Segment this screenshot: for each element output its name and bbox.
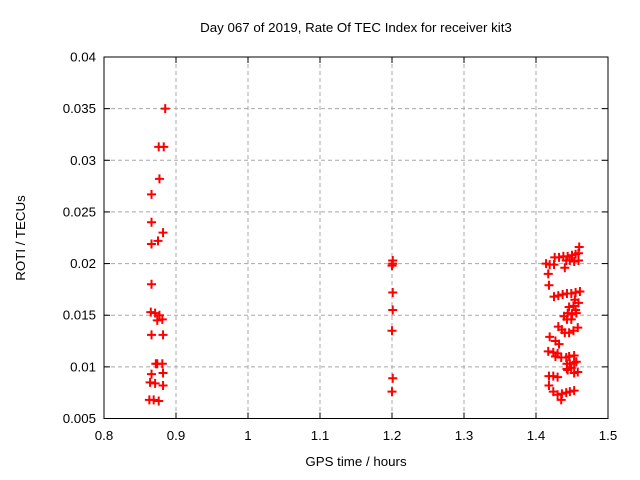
y-tick-label: 0.005 [63,411,96,426]
plot-border [103,56,609,419]
y-tick-label: 0.02 [70,256,96,271]
data-point-marker [566,289,576,299]
data-point-marker [147,369,157,379]
data-point-marker [157,359,167,369]
x-tick-label: 1 [244,428,251,443]
x-axis-label: GPS time / hours [305,454,407,469]
data-point-marker [146,307,156,317]
data-point-marker [573,255,583,265]
data-point-marker [554,252,564,262]
data-point-marker [543,346,553,356]
data-point-marker [158,368,168,378]
data-points [144,104,585,406]
data-point-marker [158,228,168,238]
data-point-marker [388,305,398,315]
data-point-marker [573,298,583,308]
x-tick-label: 1.1 [311,428,330,443]
y-tick-label: 0.04 [70,50,96,65]
data-point-marker [149,395,159,405]
data-point-marker [569,368,579,378]
data-point-marker [147,279,157,289]
y-tick-label: 0.03 [70,153,96,168]
x-tick-label: 1.2 [383,428,402,443]
x-tick-label: 1.4 [527,428,546,443]
x-tick-label: 1.5 [599,428,618,443]
data-point-marker [147,239,157,249]
data-point-marker [157,314,167,324]
data-point-marker [553,372,563,382]
data-point-marker [565,359,575,369]
data-point-marker [549,260,559,270]
data-point-marker [543,269,553,279]
data-point-marker [147,217,157,227]
data-point-marker [571,357,581,367]
data-point-marker [160,104,170,114]
data-point-marker [153,236,163,246]
y-tick-label: 0.01 [70,359,96,374]
data-point-marker [553,390,563,400]
data-point-marker [569,257,579,267]
data-point-marker [571,308,581,318]
data-point-marker [550,352,560,362]
data-point-marker [553,291,563,301]
y-tick-labels: 0.005 0.01 0.015 0.02 0.025 0.03 0.035 0.04 [63,50,96,427]
data-point-marker [158,330,168,340]
data-point-marker [549,292,559,302]
data-point-marker [388,373,398,383]
data-point-marker [154,396,164,406]
data-point-marker [565,255,575,265]
x-tick-labels: 0.8 0.9 1 1.1 1.2 1.3 1.4 1.5 [95,428,618,443]
data-point-marker [575,286,585,296]
data-point-marker [569,386,579,396]
data-point-marker [387,387,397,397]
y-axis-label: ROTI / TECUs [13,195,28,281]
y-tick-label: 0.035 [63,101,96,116]
x-tick-label: 0.9 [167,428,186,443]
data-point-marker [558,290,568,300]
data-point-marker [560,263,570,273]
y-tick-label: 0.025 [63,204,96,219]
y-tick-label: 0.015 [63,308,96,323]
data-point-marker [154,174,164,184]
data-point-marker [145,377,155,387]
data-point-marker [147,189,157,199]
data-point-marker [566,314,576,324]
data-point-marker [545,332,555,342]
data-point-marker [158,380,168,390]
data-point-marker [152,315,162,325]
x-tick-label: 0.8 [95,428,114,443]
data-point-marker [387,326,397,336]
data-point-marker [565,387,575,397]
data-point-marker [564,302,574,312]
data-point-marker [387,261,397,271]
data-point-marker [554,339,564,349]
data-point-marker [563,365,573,375]
x-tick-label: 1.3 [455,428,474,443]
data-point-marker [147,330,157,340]
data-point-marker [556,395,566,405]
data-point-marker [150,378,160,388]
chart-title: Day 067 of 2019, Rate Of TEC Index for r… [200,20,512,35]
axis-ticks [103,56,609,419]
data-point-marker [388,287,398,297]
data-point-marker [573,323,583,333]
data-point-marker [544,380,554,390]
data-point-marker [544,280,554,290]
data-point-marker [159,142,169,152]
data-point-marker [548,371,558,381]
gridlines [104,57,608,419]
